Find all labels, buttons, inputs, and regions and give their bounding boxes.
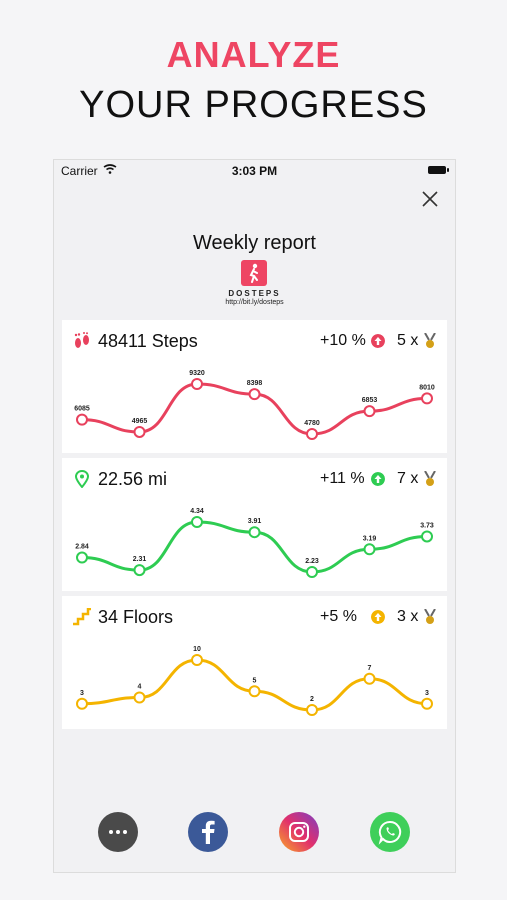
share-bar — [54, 812, 455, 858]
distance-change: +11 % — [320, 470, 365, 487]
data-label: 2 — [310, 696, 314, 703]
floors-change: +5 % — [320, 608, 357, 625]
data-point — [421, 697, 433, 710]
steps-total: 48411 Steps — [98, 331, 198, 351]
data-point — [363, 405, 376, 418]
promo-title: ANALYZE — [166, 34, 341, 75]
data-point — [421, 530, 433, 543]
whatsapp-share-button[interactable] — [370, 812, 410, 852]
data-label: 3 — [425, 690, 429, 697]
whatsapp-icon — [378, 820, 402, 845]
data-label: 9320 — [189, 370, 205, 377]
data-label: 3.91 — [248, 518, 262, 525]
data-point — [363, 543, 376, 556]
brand-url: http://bit.ly/dosteps — [225, 299, 284, 306]
app-logo-icon — [241, 260, 267, 286]
data-label: 4780 — [304, 420, 320, 427]
data-point — [248, 388, 261, 401]
more-share-button[interactable] — [98, 812, 138, 852]
status-bar: Carrier 3:03 PM — [54, 160, 455, 182]
medal-icon — [424, 471, 436, 486]
steps-change: +10 % — [320, 332, 366, 349]
data-label: 4.34 — [190, 508, 204, 515]
data-label: 2.84 — [75, 544, 89, 551]
status-time: 3:03 PM — [231, 164, 278, 178]
up-arrow-icon — [371, 610, 385, 624]
data-label: 10 — [193, 646, 201, 653]
distance-card: 22.56 mi +11 % 7 x 2.84 2.31 4.34 3.91 2.23 3… — [62, 458, 447, 591]
facebook-share-button[interactable] — [188, 812, 228, 852]
phone-screen: Carrier 3:03 PM Weekly report DOSTEPS ht… — [53, 159, 456, 873]
instagram-share-button[interactable] — [279, 812, 319, 852]
more-dots-icon — [109, 830, 127, 834]
data-point — [306, 704, 318, 716]
floors-card: 34 Floors +5 % 3 x 3 4 10 5 2 7 3 — [62, 596, 447, 729]
up-arrow-icon — [371, 472, 385, 486]
data-point — [191, 378, 203, 390]
map-pin-icon — [74, 470, 90, 488]
data-label: 3.73 — [420, 522, 434, 529]
data-label: 7 — [368, 665, 372, 672]
data-point — [363, 672, 376, 685]
data-label: 5 — [253, 677, 257, 684]
data-label: 2.23 — [305, 558, 319, 565]
data-point — [421, 392, 433, 405]
floors-total: 34 Floors — [98, 607, 174, 627]
data-label: 3.19 — [363, 535, 377, 542]
data-label: 2.31 — [133, 556, 147, 563]
floors-medal-count: 3 x — [397, 608, 419, 625]
steps-chart: 6085 4965 9320 8398 4780 6853 8010 — [74, 370, 435, 440]
data-label: 6085 — [74, 406, 90, 413]
carrier-label: Carrier — [61, 164, 98, 178]
data-point — [248, 526, 261, 539]
data-point — [76, 413, 88, 426]
steps-medal-count: 5 x — [397, 332, 419, 349]
distance-medal-count: 7 x — [397, 470, 419, 487]
data-label: 6853 — [362, 397, 378, 404]
data-label: 8398 — [247, 380, 263, 387]
up-arrow-icon — [371, 334, 385, 348]
wifi-icon — [103, 164, 117, 174]
footprints-icon — [74, 332, 89, 348]
stairs-icon — [73, 608, 91, 626]
data-point — [306, 566, 318, 578]
data-label: 4 — [138, 684, 142, 691]
medal-icon — [424, 609, 436, 624]
data-point — [133, 691, 146, 704]
promo-subtitle: YOUR PROGRESS — [79, 84, 428, 126]
data-point — [248, 685, 261, 698]
brand-name: DOSTEPS — [228, 289, 281, 298]
data-point — [133, 564, 146, 577]
data-point — [191, 516, 203, 528]
distance-total: 22.56 mi — [98, 469, 168, 489]
steps-card: 48411 Steps +10 % 5 x 6085 4965 9320 8398 47… — [62, 320, 447, 453]
battery-icon — [428, 166, 449, 174]
data-label: 8010 — [419, 384, 435, 391]
data-point — [76, 697, 88, 710]
data-point — [133, 425, 146, 438]
report-title: Weekly report — [192, 232, 316, 254]
data-label: 3 — [80, 690, 84, 697]
instagram-icon — [289, 822, 309, 842]
data-point — [76, 551, 88, 564]
floors-chart: 3 4 10 5 2 7 3 — [76, 646, 433, 716]
distance-chart: 2.84 2.31 4.34 3.91 2.23 3.19 3.73 — [75, 508, 434, 578]
close-icon[interactable] — [421, 190, 439, 208]
medal-icon — [424, 333, 436, 348]
facebook-icon — [202, 820, 215, 844]
data-point — [191, 654, 203, 666]
data-point — [306, 428, 318, 440]
series-line — [81, 658, 428, 712]
data-label: 4965 — [132, 418, 148, 425]
